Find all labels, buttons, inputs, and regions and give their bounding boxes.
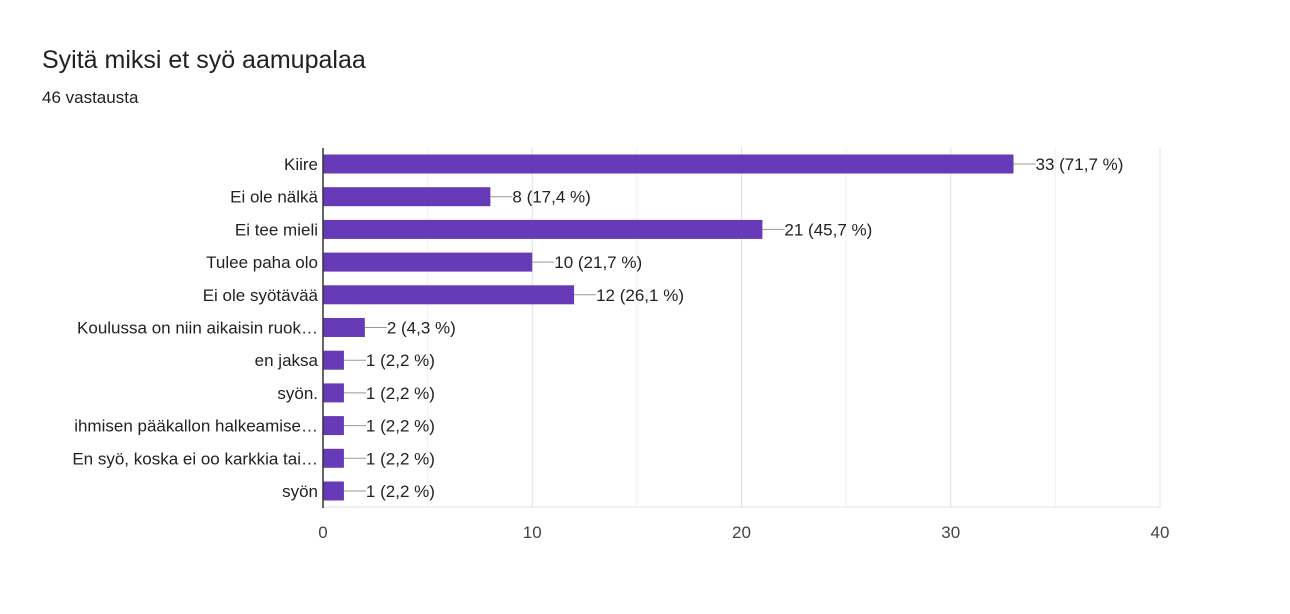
data-label: 2 (4,3 %) — [387, 319, 456, 338]
x-tick-label: 40 — [1151, 523, 1170, 542]
response-count: 46 vastausta — [42, 88, 139, 107]
category-label: Ei tee mieli — [235, 220, 318, 239]
bar — [323, 318, 365, 337]
category-label: Ei ole syötävää — [203, 286, 319, 305]
data-label: 1 (2,2 %) — [366, 417, 435, 436]
category-label: syön. — [277, 384, 318, 403]
data-label: 33 (71,7 %) — [1036, 155, 1124, 174]
data-label: 1 (2,2 %) — [366, 384, 435, 403]
bar — [323, 448, 344, 468]
x-tick-label: 10 — [523, 523, 542, 542]
data-label: 1 (2,2 %) — [366, 482, 435, 501]
category-label: ihmisen pääkallon halkeamise… — [74, 417, 318, 436]
bar — [323, 481, 344, 501]
bar — [323, 219, 763, 239]
category-label: Tulee paha olo — [206, 253, 318, 272]
bar — [323, 187, 491, 207]
x-tick-label: 0 — [318, 523, 327, 542]
category-label: En syö, koska ei oo karkkia tai… — [72, 449, 318, 468]
data-label: 1 (2,2 %) — [366, 351, 435, 370]
chart-title: Syitä miksi et syö aamupalaa — [42, 46, 366, 74]
data-label: 8 (17,4 %) — [512, 188, 590, 207]
bar — [323, 252, 533, 272]
bar — [323, 350, 344, 370]
x-tick-label: 20 — [732, 523, 751, 542]
category-label: Kiire — [284, 155, 318, 174]
data-label: 21 (45,7 %) — [784, 220, 872, 239]
bar — [323, 154, 1014, 174]
data-label: 1 (2,2 %) — [366, 449, 435, 468]
category-label: syön — [282, 482, 318, 501]
bar — [323, 285, 575, 305]
category-label: en jaksa — [255, 351, 319, 370]
data-label: 10 (21,7 %) — [554, 253, 642, 272]
bar — [323, 416, 344, 436]
x-tick-label: 30 — [941, 523, 960, 542]
category-label: Koulussa on niin aikaisin ruok… — [77, 319, 318, 338]
data-label: 12 (26,1 %) — [596, 286, 684, 305]
bar — [323, 383, 344, 403]
category-label: Ei ole nälkä — [230, 188, 318, 207]
